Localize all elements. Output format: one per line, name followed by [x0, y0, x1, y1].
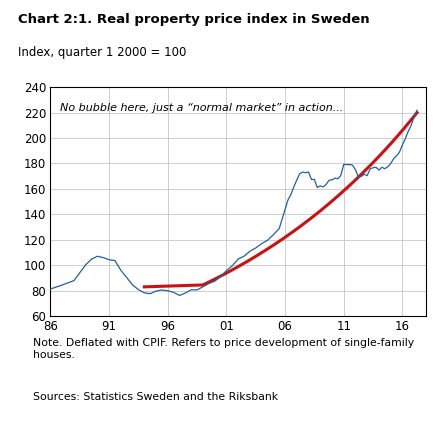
Text: No bubble here, just a “normal market” in action...: No bubble here, just a “normal market” i…: [60, 103, 343, 113]
Text: Index, quarter 1 2000 = 100: Index, quarter 1 2000 = 100: [18, 46, 186, 59]
Text: Sources: Statistics Sweden and the Riksbank: Sources: Statistics Sweden and the Riksb…: [33, 392, 277, 402]
Text: Note. Deflated with CPIF. Refers to price development of single-family
houses.: Note. Deflated with CPIF. Refers to pric…: [33, 338, 413, 360]
Text: Chart 2:1. Real property price index in Sweden: Chart 2:1. Real property price index in …: [18, 13, 368, 26]
